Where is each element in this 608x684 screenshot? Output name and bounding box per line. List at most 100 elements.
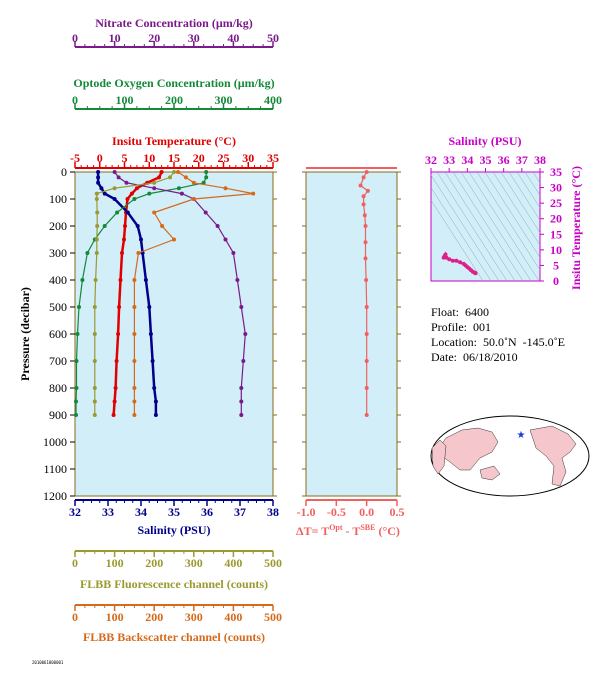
salinity-profile-point (102, 191, 107, 196)
fluorescence-axis-tick-label: 400 (224, 556, 242, 570)
float-info: Float: 6400 Profile: 001 Location: 50.0˚… (431, 305, 565, 365)
temperature-axis-tick-label: 30 (242, 151, 254, 165)
delta-profile-point (363, 224, 368, 228)
nitrate-axis-tick-label: 50 (267, 31, 279, 45)
salinity-profile-point (96, 180, 101, 185)
salinity-profile-point (148, 332, 153, 336)
ts-density-contour (431, 174, 500, 281)
temperature-axis-tick-label: 25 (218, 151, 230, 165)
oxygen-axis-tick-label: 100 (116, 93, 134, 107)
ts-density-contours (431, 172, 540, 281)
ts-temperature-tick-label: 15 (550, 227, 562, 241)
backscatter-profile-point (191, 180, 196, 185)
salinity-axis: Salinity (PSU) 32 33 34 35 36 37 38 (69, 499, 279, 537)
backscatter-axis-title: FLBB Backscatter channel (counts) (83, 630, 265, 644)
temperature-axis-tick-label: 5 (122, 151, 128, 165)
delta-profile-point (364, 413, 369, 417)
fluorescence-profile-point (94, 191, 99, 196)
fluorescence-profile-point (92, 413, 97, 417)
salinity-profile-point (153, 399, 158, 404)
salinity-profile-point (96, 170, 101, 174)
fluorescence-axis-tick-label: 100 (106, 556, 124, 570)
ts-temperature-tick-label: 30 (550, 181, 562, 195)
pressure-axis-tick-label: 100 (49, 192, 67, 206)
nitrate-profile-point (203, 210, 208, 215)
pressure-axis-tick-label: 200 (49, 219, 67, 233)
temperature-profile-point (157, 175, 162, 180)
salinity-profile-point (125, 210, 130, 215)
ts-density-contour (492, 172, 540, 246)
delta-axis-tick-label: -1.0 (297, 505, 316, 519)
fluorescence-profile-point (92, 399, 97, 404)
nitrate-profile-point (239, 305, 244, 309)
pressure-axis-tick-label: 1200 (43, 489, 67, 503)
delta-profile-point (363, 240, 368, 245)
world-map: ★ (430, 415, 590, 497)
ts-temperature-axis-title: Insitu Temperature (°C) (569, 166, 583, 290)
delta-profile-point (364, 305, 369, 309)
ts-temperature-tick-label: 0 (553, 274, 559, 288)
ts-point (473, 271, 478, 276)
ts-salinity-tick-label: 37 (516, 153, 528, 167)
nitrate-profile-point (215, 224, 220, 228)
temperature-axis-tick-label: 10 (143, 151, 155, 165)
oxygen-axis-title: Optode Oxygen Concentration (µm/kg) (73, 76, 274, 90)
temperature-profile-point (113, 386, 118, 390)
nitrate-axis: Nitrate Concentration (µm/kg) 0 10 20 30 40 5… (72, 16, 279, 48)
oxygen-profile-point (74, 413, 78, 417)
nitrate-profile-point (124, 180, 129, 185)
map-landmass-asia (435, 427, 499, 471)
fluorescence-profile-point (172, 170, 176, 174)
pressure-axis: 0 100 200 300 400 500 600 700 800 900 1000 1100 1200 (43, 165, 277, 503)
ts-density-contour (444, 172, 516, 281)
backscatter-profile-point (251, 191, 256, 196)
backscatter-profile-point (132, 359, 137, 363)
nitrate-profile-point (243, 332, 248, 336)
salinity-profile-point (143, 278, 148, 282)
nitrate-axis-tick-label: 0 (72, 31, 78, 45)
pressure-axis-title: Pressure (decibar) (18, 287, 32, 381)
fluorescence-profile-point (94, 237, 99, 242)
delta-profile-line (359, 171, 369, 415)
oxygen-profile-point (176, 186, 181, 191)
salinity-profile-point (147, 305, 152, 309)
salinity-axis-tick-label: 34 (135, 505, 147, 519)
temperature-axis: Insitu Temperature (°C) -5 0 5 10 15 20 25 30 35 (70, 134, 279, 169)
temperature-profile-point (122, 237, 126, 242)
oxygen-profile-point (74, 386, 79, 390)
delta-profile-point (364, 332, 369, 336)
temperature-profile-point (120, 251, 124, 255)
backscatter-profile-point (160, 224, 165, 228)
pressure-axis-tick-label: 1100 (43, 462, 67, 476)
ts-plot-area (430, 171, 541, 282)
delta-profile-point (361, 175, 366, 180)
backscatter-axis: FLBB Backscatter channel (counts) 0 100 20… (72, 604, 282, 644)
temperature-profile-point (117, 305, 122, 309)
delta-plot-series (358, 170, 370, 417)
salinity-axis-tick-label: 38 (267, 505, 279, 519)
delta-axis-tick-label: -0.5 (327, 505, 346, 519)
oxygen-profile-point (75, 332, 80, 336)
nitrate-profile-point (112, 170, 117, 174)
ts-density-contour (452, 172, 524, 281)
ts-salinity-tick-label: 38 (534, 153, 546, 167)
backscatter-axis-tick-label: 0 (72, 610, 78, 624)
backscatter-axis-tick-label: 300 (185, 610, 203, 624)
fluorescence-profile-point (94, 251, 99, 255)
temperature-axis-title: Insitu Temperature (°C) (112, 134, 236, 148)
salinity-axis-tick-label: 32 (69, 505, 81, 519)
backscatter-profile-point (132, 332, 137, 336)
salinity-profile-point (112, 197, 117, 201)
profile-date: Date: 06/18/2010 (431, 350, 518, 364)
main-plot-series (74, 170, 256, 417)
delta-profile-point (364, 278, 369, 282)
temperature-profile-point (129, 191, 134, 196)
fluorescence-profile-point (168, 175, 172, 180)
fluorescence-axis-title: FLBB Fluorescence channel (counts) (80, 577, 268, 591)
nitrate-axis-tick-label: 10 (109, 31, 121, 45)
backscatter-axis-tick-label: 100 (106, 610, 124, 624)
backscatter-profile-point (183, 175, 188, 180)
nitrate-profile-point (231, 251, 236, 255)
delta-profile-point (358, 183, 363, 188)
